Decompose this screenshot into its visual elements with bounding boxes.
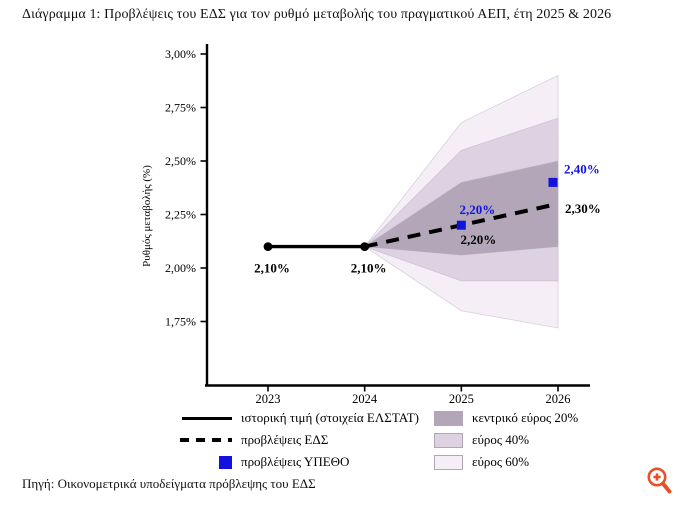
- legend-item-band-20: κεντρικό εύρος 20%: [434, 407, 578, 429]
- legend-label: εύρος 60%: [472, 454, 530, 469]
- legend-item-historical: ιστορική τιμή (στοιχεία ΕΛΣΤΑΤ): [180, 407, 419, 429]
- x-tick-label: 2026: [546, 392, 571, 406]
- ypetho-square-marker: [456, 220, 466, 230]
- band-40-swatch-icon: [434, 432, 463, 448]
- ypetho-square-marker: [548, 177, 558, 187]
- y-tick-label: 2,00%: [165, 261, 196, 275]
- source-note: Πηγή: Οικονομετρικά υποδείγματα πρόβλεψη…: [22, 476, 316, 491]
- legend-label: ιστορική τιμή (στοιχεία ΕΛΣΤΑΤ): [241, 410, 419, 425]
- square-marker-icon: [180, 455, 232, 469]
- historical-point: [263, 242, 273, 252]
- y-axis-title: Ρυθμός μεταβολής (%): [141, 165, 153, 267]
- value-label: 2,20%: [460, 232, 496, 247]
- x-tick-label: 2023: [256, 392, 281, 406]
- legend-label: κεντρικό εύρος 20%: [472, 410, 579, 425]
- y-tick-label: 2,50%: [165, 154, 196, 168]
- x-tick-label: 2025: [449, 392, 474, 406]
- y-tick-label: 2,25%: [165, 208, 196, 222]
- value-label: 2,10%: [351, 261, 387, 276]
- legend-series-column: ιστορική τιμή (στοιχεία ΕΛΣΤΑΤ) προβλέψε…: [180, 407, 419, 473]
- legend-item-band-60: εύρος 60%: [434, 451, 578, 473]
- band-20-swatch-icon: [434, 410, 463, 426]
- legend-label: εύρος 40%: [472, 432, 530, 447]
- x-tick-label: 2024: [352, 392, 378, 406]
- value-label: 2,10%: [254, 261, 290, 276]
- value-label: 2,20%: [459, 202, 495, 217]
- value-label: 2,40%: [564, 161, 600, 176]
- legend-label: προβλέψεις ΥΠΕΘΟ: [241, 454, 350, 469]
- dashed-line-marker-icon: [180, 438, 232, 442]
- chart-title: Διάγραμμα 1: Προβλέψεις του ΕΔΣ για τον …: [22, 7, 612, 22]
- legend-item-eds-forecast: προβλέψεις ΕΔΣ: [180, 429, 419, 451]
- value-label: 2,30%: [565, 201, 601, 216]
- y-tick-label: 1,75%: [165, 315, 196, 329]
- chart-plot-area: 3,00% 2,75% 2,50% 2,25% 2,00% 1,75% 2023 2024 20…: [141, 44, 601, 406]
- legend-item-band-40: εύρος 40%: [434, 429, 578, 451]
- y-tick-label: 3,00%: [165, 47, 196, 61]
- legend-bands-column: κεντρικό εύρος 20% εύρος 40% εύρος 60%: [434, 407, 578, 473]
- legend-label: προβλέψεις ΕΔΣ: [241, 432, 329, 447]
- solid-line-marker-icon: [180, 416, 232, 420]
- y-tick-label: 2,75%: [165, 101, 196, 115]
- legend-item-ypetho-forecast: προβλέψεις ΥΠΕΘΟ: [180, 451, 419, 473]
- band-60-swatch-icon: [434, 454, 463, 470]
- zoom-in-icon[interactable]: [644, 464, 676, 500]
- chart-legend: ιστορική τιμή (στοιχεία ΕΛΣΤΑΤ) προβλέψε…: [0, 407, 680, 473]
